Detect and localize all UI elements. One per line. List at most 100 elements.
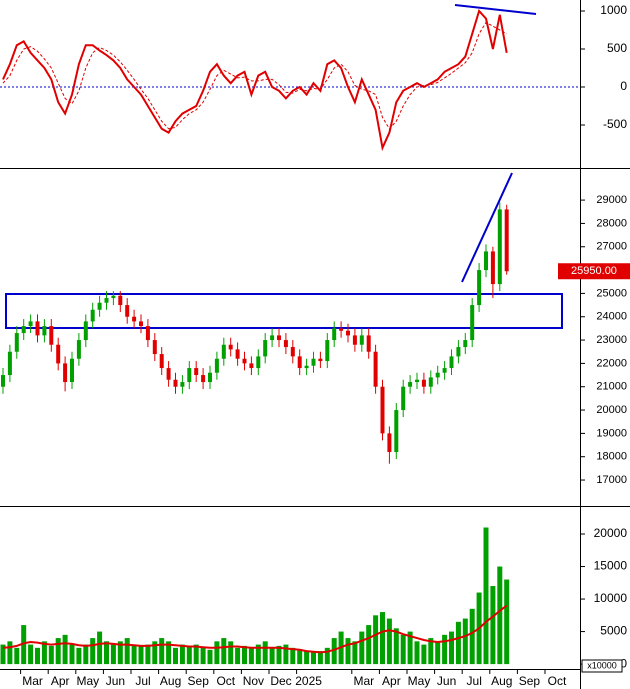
x-tick-label: Sep <box>188 674 210 688</box>
volume-bar <box>297 649 303 665</box>
y-tick-label: 20000 <box>594 526 628 540</box>
candle-body <box>449 356 454 369</box>
volume-bar <box>255 644 261 665</box>
volume-bar <box>449 631 454 665</box>
volume-bar <box>469 608 475 665</box>
volume-bar <box>145 644 151 665</box>
y-tick-label: 18000 <box>596 451 627 463</box>
volume-bar <box>311 652 316 665</box>
line <box>2 604 508 654</box>
y-tick-label: 1000 <box>600 3 627 17</box>
volume-bar <box>304 651 310 665</box>
unit-box <box>581 659 623 673</box>
volume-bar <box>462 618 468 665</box>
volume-bar <box>166 641 172 665</box>
volume-bar <box>7 641 13 665</box>
volume-bar <box>276 645 282 665</box>
candle-body <box>346 330 350 336</box>
candle-body <box>428 377 433 387</box>
volume-bar <box>179 644 185 665</box>
candle-body <box>339 328 344 331</box>
candle-body <box>83 321 88 341</box>
unit-label: x10000 <box>587 660 617 670</box>
x-tick-label: Jul <box>467 674 482 688</box>
candle-body <box>180 382 185 387</box>
candle-body <box>63 363 68 383</box>
volume-bar <box>186 645 192 665</box>
volume-bar <box>152 641 158 665</box>
candle-body <box>208 372 212 383</box>
volume-bar <box>393 628 399 665</box>
x-tick-label: Jun <box>437 674 456 688</box>
volume-bar <box>104 641 109 665</box>
candle-body <box>159 354 164 369</box>
volume-bar <box>262 641 268 665</box>
candle-body <box>270 335 275 341</box>
volume-bar <box>504 579 510 665</box>
volume-bar <box>283 644 289 665</box>
volume-bar <box>193 644 199 665</box>
candle-body <box>90 309 95 322</box>
candle-body <box>463 340 468 348</box>
volume-bar <box>373 615 379 665</box>
volume-bar <box>400 634 406 665</box>
volume-bar <box>131 644 137 665</box>
y-tick-label: 23000 <box>596 334 627 346</box>
volume-bar <box>228 641 234 665</box>
candle-body <box>194 368 199 376</box>
trendline <box>461 172 513 283</box>
candle-body <box>139 321 143 327</box>
volume-bar <box>324 647 330 665</box>
volume-bar <box>35 647 40 665</box>
candle-body <box>470 305 475 341</box>
candle-body <box>366 335 371 352</box>
y-tick-label: -500 <box>603 117 627 131</box>
candle-body <box>484 251 488 271</box>
candle-body <box>373 351 378 387</box>
candle-body <box>201 375 206 383</box>
candle-body <box>152 340 157 355</box>
volume-bar <box>117 641 123 665</box>
candle-body <box>256 356 261 369</box>
candle-body <box>394 410 399 453</box>
candle-body <box>228 344 233 350</box>
candle-body <box>304 365 309 369</box>
y-tick-label: 5000 <box>600 624 627 638</box>
x-tick-label: Sep <box>519 674 541 688</box>
volume-bar <box>69 644 75 665</box>
volume-bar <box>483 527 489 665</box>
resistance-zone <box>5 293 563 329</box>
candle-body <box>504 209 509 272</box>
volume-bar <box>386 618 392 665</box>
candle-body <box>111 295 116 299</box>
candle-body <box>421 379 426 387</box>
volume-bar <box>290 647 296 665</box>
y-tick-label: 28000 <box>596 217 627 229</box>
volume-bar <box>248 647 254 665</box>
candle-body <box>125 305 130 317</box>
x-tick-label: Dec <box>270 674 291 688</box>
candle-body <box>380 386 385 434</box>
candle-body <box>14 333 19 352</box>
candle-body <box>408 382 413 387</box>
volume-bar <box>331 638 337 665</box>
candle-body <box>187 368 192 383</box>
candle-body <box>415 379 419 383</box>
volume-bar <box>76 647 82 665</box>
candle-body <box>242 358 247 364</box>
volume-bar <box>173 647 178 665</box>
volume-bar <box>200 647 206 665</box>
x-tick-label: Oct <box>216 674 235 688</box>
x-tick-label: Mar <box>353 674 374 688</box>
trendline <box>454 4 537 15</box>
y-tick-label: 500 <box>607 41 627 55</box>
x-tick-label: Aug <box>491 674 512 688</box>
y-tick-label: 24000 <box>596 311 627 323</box>
candle-body <box>42 326 47 336</box>
volume-bar <box>435 641 441 665</box>
volume-bar <box>359 631 365 665</box>
candle-body <box>290 347 295 357</box>
candle-body <box>497 209 502 285</box>
volume-bar <box>414 641 420 665</box>
volume-bar <box>41 641 47 665</box>
